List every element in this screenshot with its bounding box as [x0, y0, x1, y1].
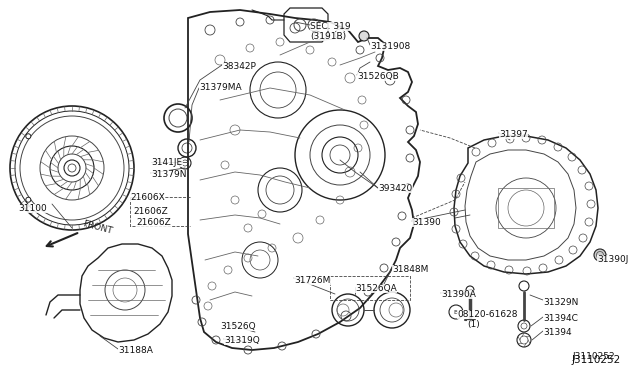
Text: 31526QB: 31526QB — [357, 72, 399, 81]
Text: 31526Q: 31526Q — [220, 322, 255, 331]
Text: 31319Q: 31319Q — [224, 336, 260, 345]
Text: 31379MA: 31379MA — [199, 83, 242, 92]
Text: 31100: 31100 — [18, 204, 47, 213]
Text: 31188A: 31188A — [118, 346, 153, 355]
Circle shape — [26, 134, 31, 139]
Text: 393420: 393420 — [378, 184, 412, 193]
Text: 31394: 31394 — [543, 328, 572, 337]
Text: 31397: 31397 — [499, 130, 528, 139]
Circle shape — [26, 197, 31, 202]
Text: 3131908: 3131908 — [370, 42, 410, 51]
Text: J3110252: J3110252 — [572, 352, 614, 361]
Text: 38342P: 38342P — [222, 62, 256, 71]
Text: 31379N: 31379N — [151, 170, 186, 179]
Text: 3141JE: 3141JE — [151, 158, 182, 167]
Text: 31726M: 31726M — [294, 276, 330, 285]
Text: SEC. 319: SEC. 319 — [310, 22, 351, 31]
Text: 21606X: 21606X — [130, 193, 164, 202]
Text: J3110252: J3110252 — [572, 355, 621, 365]
Text: 31526QA: 31526QA — [355, 284, 397, 293]
Text: 31390J: 31390J — [597, 255, 628, 264]
Text: FRONT: FRONT — [82, 220, 114, 236]
Text: 31390A: 31390A — [441, 290, 476, 299]
Text: (3191B): (3191B) — [310, 32, 346, 41]
Text: 31848M: 31848M — [392, 265, 428, 274]
Text: 31394C: 31394C — [543, 314, 578, 323]
Circle shape — [359, 31, 369, 41]
Text: B: B — [454, 310, 458, 314]
Text: 31390: 31390 — [412, 218, 441, 227]
Bar — [330, 276, 410, 300]
Bar — [498, 188, 554, 228]
Text: 21606Z: 21606Z — [133, 207, 168, 216]
Text: (1): (1) — [467, 320, 480, 329]
Text: 08120-61628: 08120-61628 — [457, 310, 518, 319]
Text: 21606Z: 21606Z — [136, 218, 171, 227]
Text: 31329N: 31329N — [543, 298, 579, 307]
Circle shape — [594, 249, 606, 261]
